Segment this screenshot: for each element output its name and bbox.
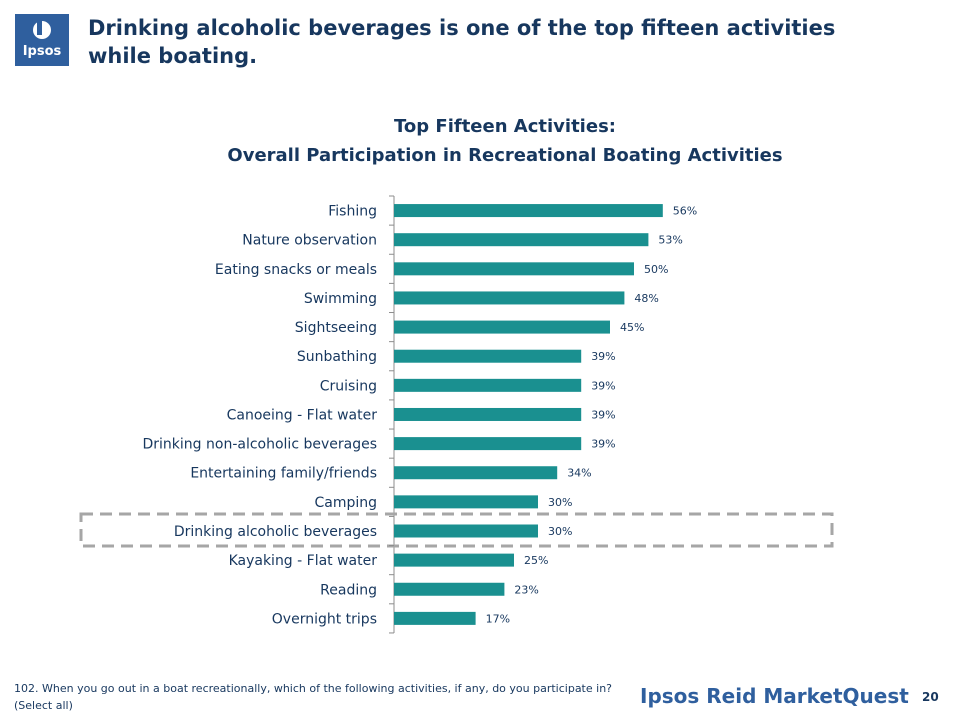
bar — [394, 553, 514, 567]
bar — [394, 349, 582, 363]
bar — [394, 378, 582, 392]
category-label: Drinking alcoholic beverages — [174, 524, 377, 540]
data-label: 50% — [644, 263, 668, 276]
chart-subtitle: Overall Participation in Recreational Bo… — [227, 145, 783, 166]
data-label: 39% — [591, 379, 615, 392]
slide-title: Drinking alcoholic beverages is one of t… — [88, 16, 836, 68]
category-label: Eating snacks or meals — [215, 262, 377, 278]
data-label: 39% — [591, 350, 615, 363]
category-label: Nature observation — [242, 233, 377, 249]
footnote: 102. When you go out in a boat recreatio… — [14, 682, 613, 712]
data-label: 30% — [548, 496, 572, 509]
category-label: Camping — [314, 495, 377, 511]
data-label: 39% — [591, 408, 615, 421]
category-label: Overnight trips — [272, 611, 377, 627]
category-label: Fishing — [328, 204, 377, 220]
data-label: 56% — [673, 205, 697, 218]
bar — [394, 262, 634, 276]
category-label: Sightseeing — [295, 320, 377, 336]
brand-wordmark: Ipsos Reid MarketQuest — [640, 684, 909, 708]
bar — [394, 320, 610, 334]
data-label: 30% — [548, 525, 572, 538]
data-label: 39% — [591, 438, 615, 451]
bar — [394, 291, 625, 305]
bar — [394, 611, 476, 625]
bar — [394, 407, 582, 421]
data-label: 23% — [514, 583, 538, 596]
category-label: Canoeing - Flat water — [227, 407, 378, 423]
logo-mark-icon — [33, 19, 51, 39]
data-label: 53% — [658, 234, 682, 247]
bar — [394, 582, 505, 596]
category-label: Drinking non-alcoholic beverages — [143, 437, 378, 453]
data-label: 25% — [524, 554, 548, 567]
page-number: 20 — [922, 690, 939, 704]
bar — [394, 233, 649, 247]
category-label: Sunbathing — [297, 349, 377, 365]
bar — [394, 524, 538, 538]
data-label: 34% — [567, 467, 591, 480]
category-label: Cruising — [320, 378, 377, 394]
bar — [394, 437, 582, 451]
category-label: Reading — [320, 582, 377, 598]
category-label: Entertaining family/friends — [190, 466, 377, 482]
logo-text: Ipsos — [22, 44, 62, 59]
data-label: 17% — [486, 612, 510, 625]
category-label: Kayaking - Flat water — [229, 553, 378, 569]
bar — [394, 495, 538, 509]
chart-title: Top Fifteen Activities: — [394, 116, 616, 137]
ipsos-logo: Ipsos — [15, 14, 69, 66]
bar — [394, 204, 663, 218]
data-label: 45% — [620, 321, 644, 334]
category-label: Swimming — [304, 291, 377, 307]
chart-title-block: Top Fifteen Activities: Overall Particip… — [190, 112, 820, 170]
highlight-box — [79, 512, 834, 548]
data-label: 48% — [634, 292, 658, 305]
bar — [394, 466, 558, 480]
